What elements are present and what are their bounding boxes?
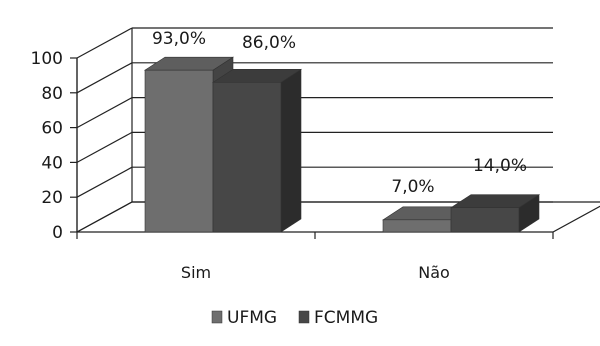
legend-label: UFMG — [227, 308, 277, 328]
legend-label: FCMMG — [314, 308, 378, 328]
chart-legend: UFMG FCMMG — [211, 308, 378, 328]
bar-fcmmg-sim — [211, 68, 303, 233]
y-tick-label: 100 — [31, 49, 63, 69]
bar-front-face — [450, 207, 520, 233]
y-tick-label: 80 — [41, 84, 63, 104]
bar-front-face — [212, 82, 282, 233]
gridline-side — [76, 131, 133, 163]
legend-swatch — [298, 310, 310, 324]
bar-fcmmg-não — [449, 194, 541, 233]
y-tick-label: 0 — [52, 223, 63, 243]
x-category-label: Sim — [181, 263, 211, 282]
data-label: 14,0% — [473, 156, 527, 176]
data-labels: 93,0% 86,0% 7,0% 14,0% — [152, 29, 527, 197]
bar-front-face — [382, 219, 452, 233]
data-label: 93,0% — [152, 29, 206, 49]
data-label: 7,0% — [391, 177, 434, 197]
data-label: 86,0% — [242, 33, 296, 53]
y-tick-label: 40 — [41, 153, 63, 173]
legend-swatch — [211, 310, 223, 324]
y-tick-label: 20 — [41, 188, 63, 208]
gridline-side — [76, 27, 133, 59]
chart-bars — [143, 56, 541, 233]
gridline-side — [76, 97, 133, 129]
y-tick-label: 60 — [41, 119, 63, 139]
bar-side-face — [280, 68, 302, 233]
bar-front-face — [144, 69, 214, 233]
gridline-side — [76, 62, 133, 94]
gridline-side — [76, 166, 133, 198]
x-category-label: Não — [418, 263, 450, 282]
